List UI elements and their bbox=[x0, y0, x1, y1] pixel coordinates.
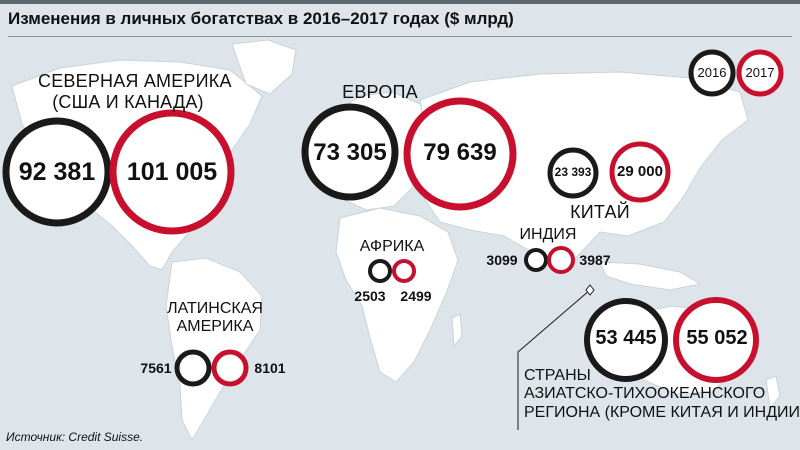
region-label-asia-pacific: СТРАНЫ АЗИАТСКО-ТИХООКЕАНСКОГО РЕГИОНА (… bbox=[524, 367, 800, 422]
legend-label-2017: 2017 bbox=[745, 65, 775, 80]
bubble-europe-2017 bbox=[403, 97, 517, 211]
bubble-india-2017 bbox=[547, 246, 575, 274]
region-label-africa: АФРИКА bbox=[359, 238, 425, 255]
asia-pacific-leader-line bbox=[517, 289, 591, 430]
land-new-zealand bbox=[765, 375, 781, 410]
land-madagascar bbox=[451, 313, 463, 348]
legend-circle-2016 bbox=[688, 49, 736, 97]
region-label-line: АЗИАТСКО-ТИХООКЕАНСКОГО bbox=[524, 385, 766, 403]
region-label-line: АМЕРИКА bbox=[176, 318, 254, 336]
asia-pacific-leader-marker bbox=[585, 284, 595, 296]
value-india-2016: 3099 bbox=[486, 252, 518, 268]
region-label-line: СТРАНЫ bbox=[524, 367, 591, 384]
bubble-asia-pacific-2017 bbox=[673, 297, 759, 383]
legend-label-2016: 2016 bbox=[697, 65, 727, 80]
chart-title: Изменения в личных богатствах в 2016–201… bbox=[8, 9, 514, 28]
land-greenland bbox=[231, 39, 297, 95]
value-asia-pacific-2017: 55 052 bbox=[686, 327, 748, 349]
bubble-africa-2017 bbox=[392, 259, 416, 283]
top-accent-bar bbox=[0, 0, 800, 4]
region-label-line: СЕВЕРНАЯ АМЕРИКА bbox=[38, 71, 232, 91]
bubble-latin-america-2016 bbox=[174, 349, 212, 387]
bubble-north-america-2016 bbox=[2, 117, 112, 227]
bubble-china-2017 bbox=[609, 141, 671, 203]
value-africa-2017: 2499 bbox=[400, 288, 432, 304]
value-india-2017: 3987 bbox=[579, 252, 611, 268]
region-label-latin-america: ЛАТИНСКАЯ АМЕРИКА bbox=[160, 300, 270, 337]
bubble-latin-america-2017 bbox=[211, 349, 249, 387]
legend-circle-2017 bbox=[736, 49, 784, 97]
region-label-line: ЛАТИНСКАЯ bbox=[167, 300, 263, 317]
bubble-china-2016 bbox=[547, 147, 599, 199]
bubble-north-america-2017 bbox=[109, 109, 235, 235]
title-divider bbox=[8, 36, 792, 37]
value-china-2017: 29 000 bbox=[617, 163, 663, 180]
bubble-africa-2016 bbox=[368, 259, 392, 283]
value-asia-pacific-2016: 53 445 bbox=[595, 327, 657, 349]
region-label-china: КИТАЙ bbox=[570, 202, 630, 222]
land-africa bbox=[335, 207, 459, 383]
value-europe-2016: 73 305 bbox=[313, 139, 387, 166]
value-china-2016: 23 393 bbox=[554, 165, 592, 179]
region-label-line: (США И КАНАДА) bbox=[52, 91, 204, 112]
value-north-america-2017: 101 005 bbox=[126, 158, 218, 186]
bubble-europe-2016 bbox=[301, 103, 399, 201]
bubble-india-2016 bbox=[524, 248, 548, 272]
region-label-india: ИНДИЯ bbox=[519, 226, 577, 243]
bubble-asia-pacific-2016 bbox=[584, 298, 668, 382]
region-label-europe: ЕВРОПА bbox=[342, 82, 418, 102]
land-indonesia bbox=[599, 261, 702, 291]
value-latin-america-2016: 7561 bbox=[140, 360, 172, 376]
source-note: Источник: Credit Suisse. bbox=[6, 430, 144, 444]
land-south-america bbox=[165, 257, 263, 442]
value-africa-2016: 2503 bbox=[354, 288, 386, 304]
value-north-america-2016: 92 381 bbox=[18, 158, 96, 186]
region-label-north-america: СЕВЕРНАЯ АМЕРИКА (США И КАНАДА) bbox=[38, 71, 232, 112]
value-europe-2017: 79 639 bbox=[423, 139, 497, 166]
region-label-line: РЕГИОНА (КРОМЕ КИТАЯ И ИНДИИ) bbox=[524, 403, 800, 421]
value-latin-america-2017: 8101 bbox=[254, 360, 286, 376]
